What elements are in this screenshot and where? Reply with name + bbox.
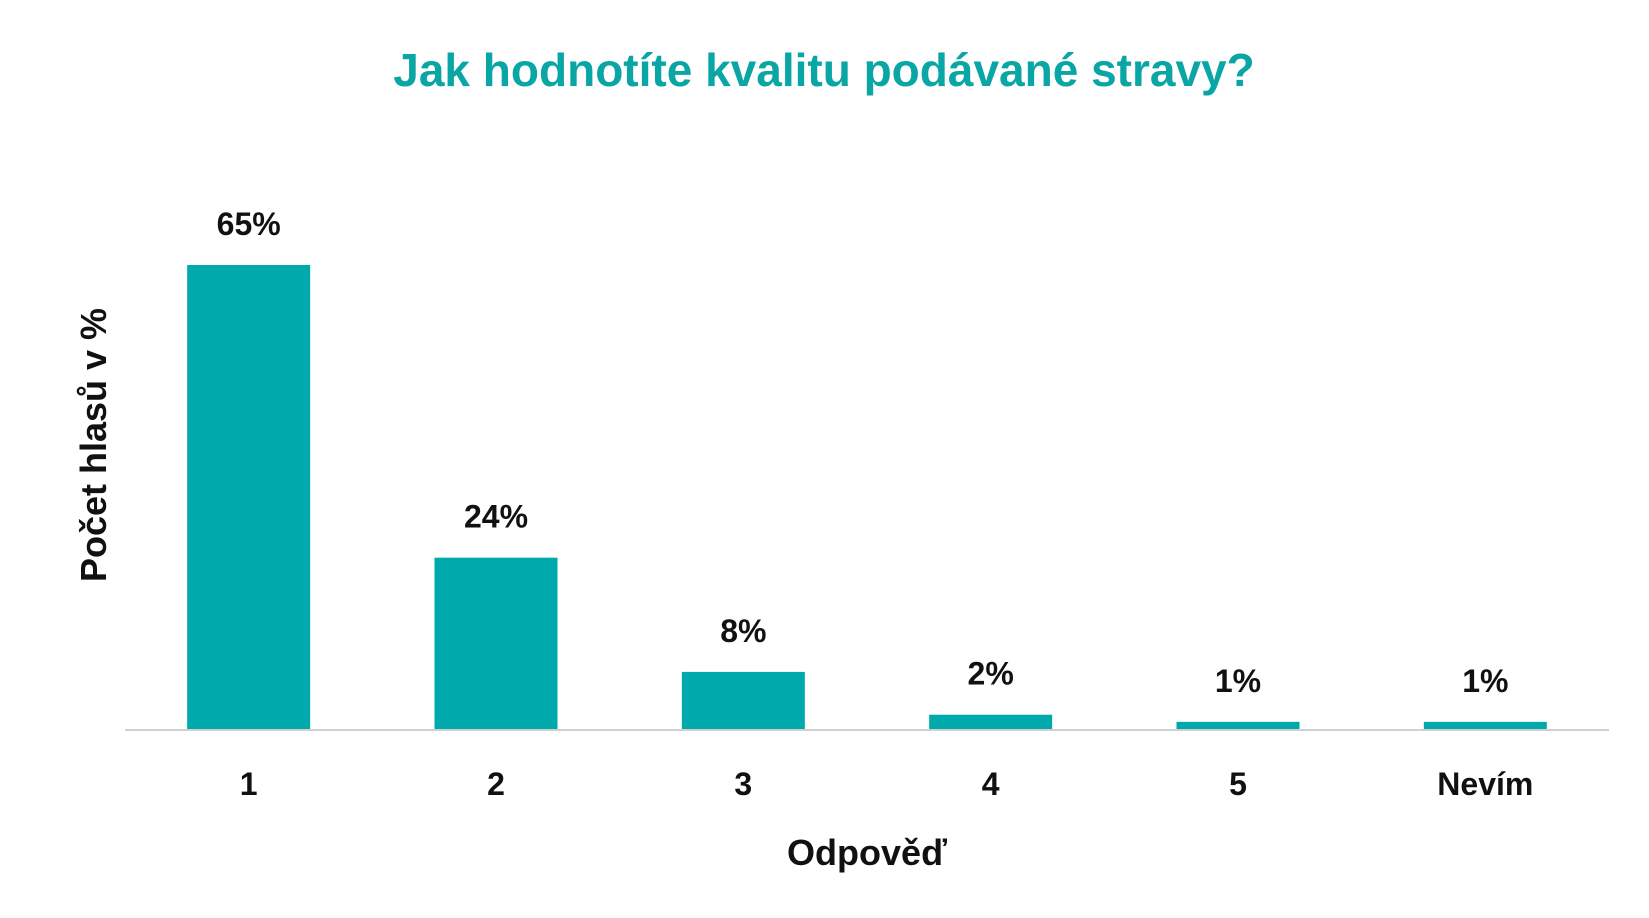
bar-4 [929, 714, 1053, 729]
bar-5 [1176, 721, 1300, 729]
bars-group [187, 265, 1547, 729]
bar-2 [434, 557, 558, 729]
value-labels-group: 65% 24% 8% 2% 1% 1% [217, 206, 1509, 699]
x-tick-label: 5 [1229, 766, 1247, 802]
bar-1 [187, 265, 311, 729]
x-tick-label: 1 [240, 766, 258, 802]
data-label: 1% [1462, 663, 1508, 699]
data-label: 65% [217, 206, 281, 242]
bar-nevím [1423, 721, 1547, 729]
tick-labels-group: 1 2 3 4 5 Nevím [240, 766, 1534, 802]
x-tick-label: Nevím [1437, 766, 1533, 802]
data-label: 8% [720, 613, 766, 649]
x-axis-title: Odpověď [787, 832, 947, 873]
x-tick-label: 4 [982, 766, 1000, 802]
data-label: 2% [968, 656, 1014, 692]
chart-title: Jak hodnotíte kvalitu podávané stravy? [393, 44, 1254, 96]
data-label: 1% [1215, 663, 1261, 699]
bar-3 [681, 671, 805, 729]
y-axis-title: Počet hlasů v % [73, 308, 114, 582]
data-label: 24% [464, 499, 528, 535]
x-tick-label: 3 [734, 766, 752, 802]
x-tick-label: 2 [487, 766, 505, 802]
